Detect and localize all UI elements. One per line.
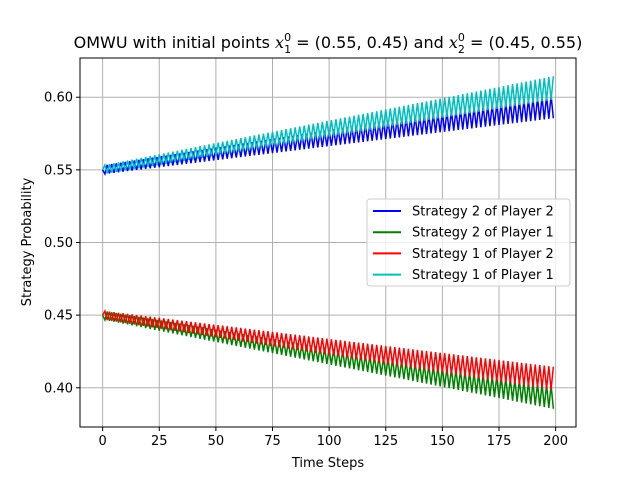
legend-label: Strategy 1 of Player 2 [412, 247, 554, 262]
legend-box [366, 198, 571, 287]
chart-title: OMWU with initial points x0 1 = (0.55, 0.… [74, 31, 583, 56]
y-tick-label: 0.45 [44, 309, 73, 324]
y-tick-label: 0.60 [44, 91, 73, 106]
legend-label: Strategy 1 of Player 1 [412, 268, 554, 283]
x-tick-label: 50 [208, 434, 225, 449]
x-tick-label: 150 [430, 434, 455, 449]
x-tick-label: 100 [317, 434, 342, 449]
x-tick-label: 125 [373, 434, 398, 449]
x-tick-label: 25 [151, 434, 168, 449]
grid-lines [80, 58, 576, 427]
x-tick-label: 0 [99, 434, 107, 449]
axis-ticks: 0 25 50 75 100 125 150 175 200 0.40 0.45 0.50 0.55 0.… [44, 91, 568, 449]
series-line [101, 76, 555, 174]
y-tick-label: 0.50 [44, 236, 73, 251]
x-tick-label: 200 [543, 434, 568, 449]
legend-label: Strategy 2 of Player 1 [412, 226, 554, 241]
x-tick-label: 75 [264, 434, 281, 449]
legend-label: Strategy 2 of Player 2 [412, 205, 554, 220]
series-line [101, 309, 555, 390]
y-tick-label: 0.40 [44, 381, 73, 396]
series-lines [101, 76, 555, 409]
legend: Strategy 2 of Player 2 Strategy 2 of Play… [366, 198, 571, 287]
x-tick-label: 175 [487, 434, 512, 449]
y-axis-label: Strategy Probability [20, 177, 35, 306]
x-axis-label: Time Steps [291, 456, 365, 471]
y-tick-label: 0.55 [44, 163, 73, 178]
